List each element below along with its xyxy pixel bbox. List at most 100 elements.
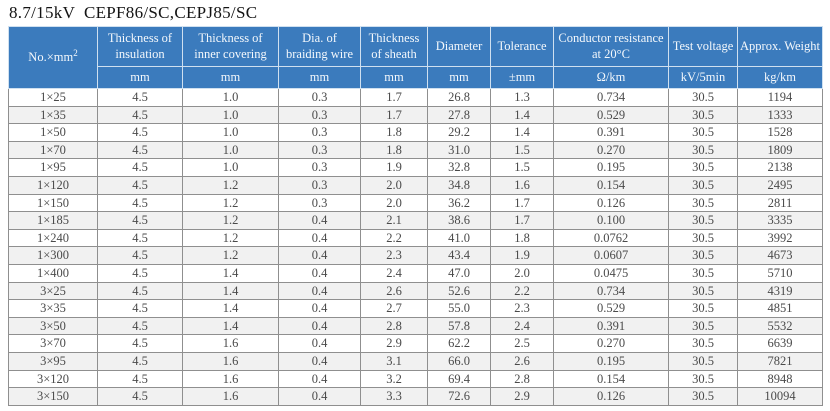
table-cell: 2.0 <box>490 263 554 283</box>
table-row: 1×150 4.5 1.2 0.3 2.0 36.2 1.7 0.126 30.5 2811 <box>8 193 823 213</box>
table-cell: 1.6 <box>182 334 279 353</box>
table-cell: 30.5 <box>668 211 738 230</box>
table-cell: 4673 <box>737 246 823 265</box>
table-cell: 1.2 <box>182 193 279 213</box>
table-cell: 0.529 <box>553 299 669 318</box>
table-cell: 0.4 <box>278 228 361 248</box>
table-cell: 1.9 <box>490 246 554 265</box>
table-cell: 8948 <box>737 369 823 389</box>
table-cell: 36.2 <box>427 193 491 213</box>
table-cell: 2495 <box>737 175 823 195</box>
table-cell: 30.5 <box>668 193 738 213</box>
table-cell: 0.195 <box>553 158 669 177</box>
table-cell: 0.126 <box>553 193 669 213</box>
size-cell: 3×120 <box>8 369 98 389</box>
table-cell: 1.0 <box>182 123 279 142</box>
table-row: 1×185 4.5 1.2 0.4 2.1 38.6 1.7 0.100 30.5 3335 <box>8 211 823 230</box>
table-cell: 30.5 <box>668 158 738 177</box>
table-cell: 30.5 <box>668 334 738 353</box>
size-cell: 1×400 <box>8 263 98 283</box>
table-cell: 3335 <box>737 211 823 230</box>
table-cell: 1.0 <box>182 140 279 160</box>
table-cell: 2138 <box>737 158 823 177</box>
table-header: No.×mm2 Thickness of insulation Thickness … <box>8 26 823 89</box>
size-cell: 1×150 <box>8 193 98 213</box>
table-row: 3×50 4.5 1.4 0.4 2.8 57.8 2.4 0.391 30.5 5532 <box>8 316 823 336</box>
table-cell: 62.2 <box>427 334 491 353</box>
table-cell: 0.4 <box>278 351 361 371</box>
table-cell: 4.5 <box>97 263 183 283</box>
table-cell: 0.391 <box>553 123 669 142</box>
table-cell: 4.5 <box>97 158 183 177</box>
table-cell: 30.5 <box>668 123 738 142</box>
table-cell: 4.5 <box>97 211 183 230</box>
table-cell: 4.5 <box>97 193 183 213</box>
table-cell: 0.4 <box>278 316 361 336</box>
table-cell: 1.4 <box>182 299 279 318</box>
table-row: 3×120 4.5 1.6 0.4 3.2 69.4 2.8 0.154 30.5 8948 <box>8 369 823 389</box>
table-cell: 0.3 <box>278 123 361 142</box>
table-cell: 4.5 <box>97 88 183 107</box>
table-cell: 0.3 <box>278 140 361 160</box>
table-row: 1×300 4.5 1.2 0.4 2.3 43.4 1.9 0.0607 30.5 4673 <box>8 246 823 265</box>
unit-header: ±mm <box>490 66 554 89</box>
table-row: 1×70 4.5 1.0 0.3 1.8 31.0 1.5 0.270 30.5 1809 <box>8 140 823 160</box>
table-cell: 30.5 <box>668 281 738 301</box>
table-cell: 2.5 <box>490 334 554 353</box>
table-cell: 2.2 <box>360 228 428 248</box>
unit-header: kV/5min <box>668 66 738 89</box>
table-cell: 43.4 <box>427 246 491 265</box>
size-cell: 1×300 <box>8 246 98 265</box>
table-cell: 0.4 <box>278 299 361 318</box>
table-cell: 1809 <box>737 140 823 160</box>
table-cell: 0.126 <box>553 387 669 406</box>
size-cell: 1×50 <box>8 123 98 142</box>
table-cell: 0.4 <box>278 334 361 353</box>
size-cell: 3×150 <box>8 387 98 406</box>
table-row: 1×25 4.5 1.0 0.3 1.7 26.8 1.3 0.734 30.5 1194 <box>8 88 823 107</box>
table-cell: 0.4 <box>278 369 361 389</box>
table-cell: 29.2 <box>427 123 491 142</box>
table-cell: 4851 <box>737 299 823 318</box>
table-cell: 30.5 <box>668 369 738 389</box>
table-cell: 0.270 <box>553 334 669 353</box>
table-cell: 2.6 <box>490 351 554 371</box>
table-cell: 30.5 <box>668 140 738 160</box>
unit-header: mm <box>278 66 361 89</box>
table-cell: 0.734 <box>553 88 669 107</box>
table-cell: 55.0 <box>427 299 491 318</box>
size-cell: 3×50 <box>8 316 98 336</box>
table-cell: 57.8 <box>427 316 491 336</box>
table-cell: 0.3 <box>278 175 361 195</box>
table-cell: 2.2 <box>490 281 554 301</box>
table-cell: 1.9 <box>360 158 428 177</box>
table-cell: 0.0475 <box>553 263 669 283</box>
header-row-labels: No.×mm2 Thickness of insulation Thickness … <box>8 26 823 89</box>
size-cell: 1×95 <box>8 158 98 177</box>
unit-header: mm <box>360 66 428 89</box>
size-cell: 3×25 <box>8 281 98 301</box>
unit-header: kg/km <box>737 66 823 89</box>
table-cell: 3.3 <box>360 387 428 406</box>
table-cell: 5532 <box>737 316 823 336</box>
table-row: 1×120 4.5 1.2 0.3 2.0 34.8 1.6 0.154 30.5 2495 <box>8 175 823 195</box>
table-cell: 31.0 <box>427 140 491 160</box>
page-title: 8.7/15kV CEPF86/SC,CEPJ85/SC <box>9 3 258 22</box>
table-cell: 0.4 <box>278 281 361 301</box>
table-cell: 4.5 <box>97 299 183 318</box>
table-cell: 1.2 <box>182 211 279 230</box>
table-cell: 26.8 <box>427 88 491 107</box>
table-cell: 0.3 <box>278 158 361 177</box>
table-cell: 69.4 <box>427 369 491 389</box>
table-cell: 1.7 <box>360 88 428 107</box>
table-cell: 0.195 <box>553 351 669 371</box>
table-cell: 0.154 <box>553 175 669 195</box>
size-cell: 1×70 <box>8 140 98 160</box>
table-cell: 1.2 <box>182 228 279 248</box>
table-cell: 2.0 <box>360 193 428 213</box>
table-cell: 0.4 <box>278 211 361 230</box>
size-cell: 3×95 <box>8 351 98 371</box>
table-cell: 1194 <box>737 88 823 107</box>
table-cell: 0.391 <box>553 316 669 336</box>
table-row: 3×150 4.5 1.6 0.4 3.3 72.6 2.9 0.126 30.5 10094 <box>8 387 823 406</box>
